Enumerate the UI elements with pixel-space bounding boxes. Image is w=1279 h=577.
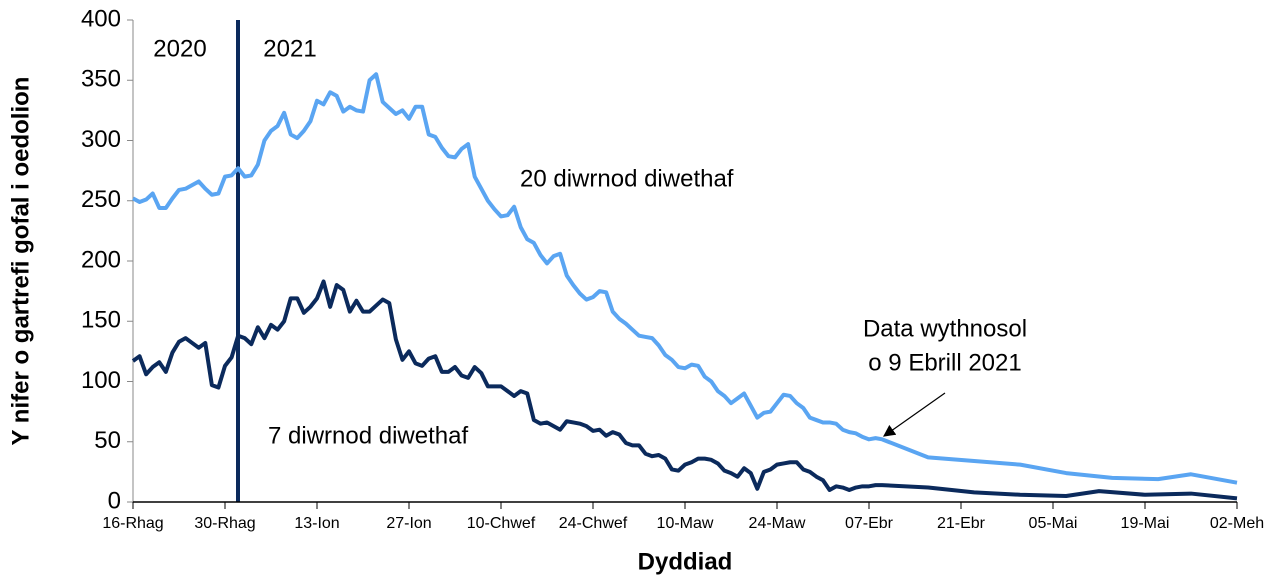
y-tick-label: 100 bbox=[81, 367, 121, 394]
annotation: 7 diwrnod diwethaf bbox=[268, 422, 468, 449]
x-tick-label: 30-Rhag bbox=[194, 515, 255, 532]
y-tick-label: 50 bbox=[94, 427, 121, 454]
series-line bbox=[132, 72, 1238, 485]
y-axis-label: Y nifer o gartrefi gofal i oedolion bbox=[7, 77, 34, 446]
x-tick-label: 02-Meh bbox=[1210, 515, 1264, 532]
x-tick-label: 24-Maw bbox=[749, 515, 806, 532]
y-tick-label: 400 bbox=[81, 5, 121, 32]
x-axis-label: Dyddiad bbox=[638, 548, 733, 575]
y-tick-label: 200 bbox=[81, 246, 121, 273]
x-tick-label: 05-Mai bbox=[1029, 515, 1078, 532]
annotation: 2020 bbox=[153, 35, 206, 62]
annotation: 2021 bbox=[263, 35, 316, 62]
series-line bbox=[131, 279, 1238, 501]
x-tick-label: 27-Ion bbox=[386, 515, 431, 532]
annotation: 20 diwrnod diwethaf bbox=[520, 165, 734, 192]
y-tick-label: 250 bbox=[81, 186, 121, 213]
x-tick-label: 21-Ebr bbox=[937, 515, 986, 532]
y-tick-label: 150 bbox=[81, 307, 121, 334]
y-tick-label: 350 bbox=[81, 66, 121, 93]
y-tick-label: 300 bbox=[81, 126, 121, 153]
annotation-arrow bbox=[883, 392, 946, 437]
x-tick-label: 10-Maw bbox=[657, 515, 714, 532]
x-tick-label: 19-Mai bbox=[1121, 515, 1170, 532]
x-tick-label: 24-Chwef bbox=[559, 515, 628, 532]
x-tick-label: 07-Ebr bbox=[845, 515, 894, 532]
x-tick-label: 16-Rhag bbox=[102, 515, 163, 532]
x-tick-label: 13-Ion bbox=[294, 515, 339, 532]
x-tick-label: 10-Chwef bbox=[467, 515, 536, 532]
annotation: o 9 Ebrill 2021 bbox=[868, 349, 1021, 376]
annotation: Data wythnosol bbox=[863, 315, 1027, 342]
y-tick-label: 0 bbox=[108, 487, 121, 514]
